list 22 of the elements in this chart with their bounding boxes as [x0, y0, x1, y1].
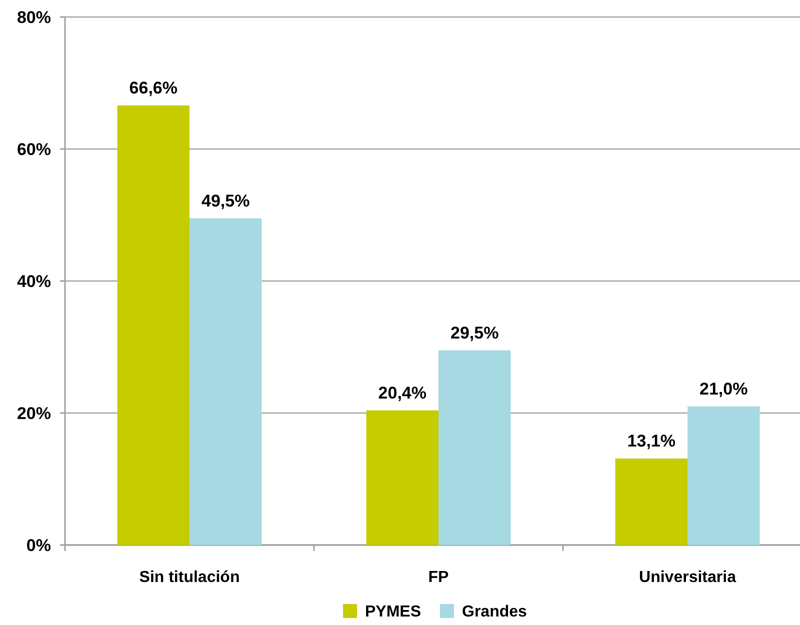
data-label: 66,6% [129, 78, 178, 98]
bar [615, 458, 688, 545]
y-tick-label: 80% [16, 8, 51, 27]
bar [117, 105, 190, 545]
x-tick-label: Universitaria [639, 569, 736, 586]
data-label: 21,0% [700, 379, 748, 398]
y-tick-label: 60% [16, 140, 51, 159]
bar [688, 406, 760, 545]
data-label: 13,1% [627, 432, 676, 451]
data-label: 20,4% [378, 383, 426, 402]
y-tick-label: 40% [16, 272, 51, 291]
bar [366, 410, 438, 545]
data-label: 29,5% [450, 323, 499, 342]
x-tick-label: FP [428, 569, 450, 586]
x-tick-label: Sin titulación [139, 569, 240, 586]
legend-label: PYMES [365, 604, 422, 621]
bar [438, 350, 511, 545]
bar [190, 218, 262, 545]
y-tick-label: 0% [26, 536, 51, 555]
legend-label: Grandes [462, 604, 528, 621]
y-tick-label: 20% [16, 404, 51, 423]
data-label: 49,5% [202, 191, 250, 210]
